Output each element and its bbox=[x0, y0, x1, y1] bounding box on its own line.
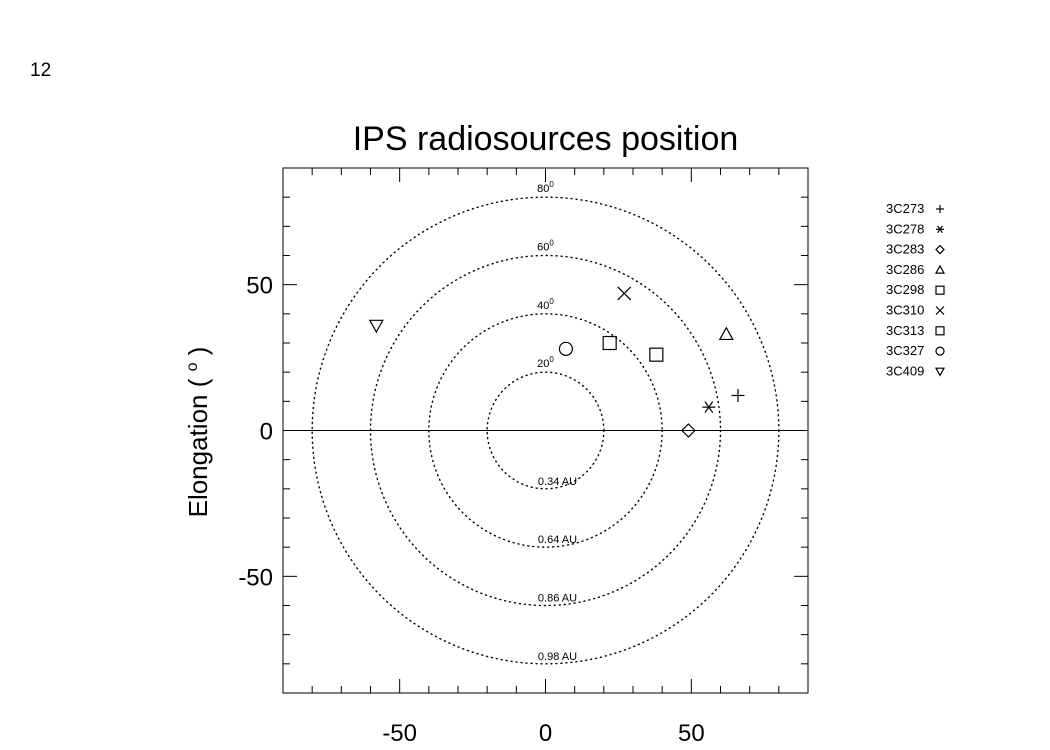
legend: 3C273 3C278 3C283 3C286 3C298 3C310 3C313 3C327… bbox=[886, 201, 946, 378]
data-point-3C273 bbox=[731, 389, 745, 402]
data-point-3C286 bbox=[718, 326, 734, 341]
data-point-3C409 bbox=[368, 319, 384, 334]
y-tick-label: 0 bbox=[260, 419, 273, 446]
ring-angle-label: 400 bbox=[537, 297, 554, 312]
data-point-3C327 bbox=[558, 341, 574, 356]
legend-label: 3C278 bbox=[886, 221, 924, 236]
legend-label: 3C327 bbox=[886, 343, 924, 358]
legend-marker-3C286 bbox=[934, 264, 946, 274]
legend-label: 3C283 bbox=[886, 242, 924, 257]
y-tick-label: -50 bbox=[238, 564, 273, 591]
ring-distance-label: 0.86 AU bbox=[538, 593, 577, 605]
legend-label: 3C286 bbox=[886, 262, 924, 277]
legend-label: 3C273 bbox=[886, 201, 924, 216]
ring-distance-label: 0.64 AU bbox=[538, 534, 577, 546]
x-tick-label: 0 bbox=[539, 720, 552, 747]
legend-marker-3C409 bbox=[934, 367, 946, 377]
x-tick-label: -50 bbox=[382, 720, 417, 747]
ring-angle-label: 200 bbox=[537, 355, 554, 370]
legend-marker-3C278 bbox=[936, 225, 944, 234]
legend-marker-3C327 bbox=[935, 346, 945, 356]
legend-marker-3C310 bbox=[935, 306, 945, 315]
legend-marker-3C273 bbox=[936, 205, 944, 213]
legend-label: 3C298 bbox=[886, 282, 924, 297]
legend-label: 3C409 bbox=[886, 363, 924, 378]
legend-label: 3C310 bbox=[886, 303, 924, 318]
data-point-3C278 bbox=[702, 401, 716, 414]
y-tick-label: 50 bbox=[246, 273, 273, 300]
y-axis-label: Elongation ( o ) bbox=[183, 347, 213, 518]
ring-40 bbox=[428, 313, 663, 548]
ring-80 bbox=[311, 196, 780, 665]
ring-distance-label: 0.98 AU bbox=[538, 651, 577, 663]
ring-20 bbox=[486, 371, 605, 490]
data-point-3C283 bbox=[681, 423, 696, 438]
data-point-3C310 bbox=[617, 286, 632, 301]
ring-distance-label: 0.34 AU bbox=[538, 476, 577, 488]
plot-area: IPS radiosources position -50 0 50 -50 0 50 Elo… bbox=[183, 120, 809, 747]
ring-angle-label: 600 bbox=[537, 239, 554, 254]
page-number: 12 bbox=[30, 60, 52, 81]
legend-marker-3C283 bbox=[935, 244, 945, 255]
legend-label: 3C313 bbox=[886, 323, 924, 338]
ring-angle-label: 800 bbox=[537, 180, 554, 195]
legend-marker-3C313 bbox=[935, 326, 945, 336]
data-point-3C298 bbox=[602, 335, 617, 351]
ring-60 bbox=[369, 254, 722, 607]
x-tick-label: 50 bbox=[678, 720, 705, 747]
data-point-3C313 bbox=[649, 347, 664, 362]
legend-marker-3C298 bbox=[935, 285, 945, 295]
chart-title: IPS radiosources position bbox=[353, 120, 739, 158]
